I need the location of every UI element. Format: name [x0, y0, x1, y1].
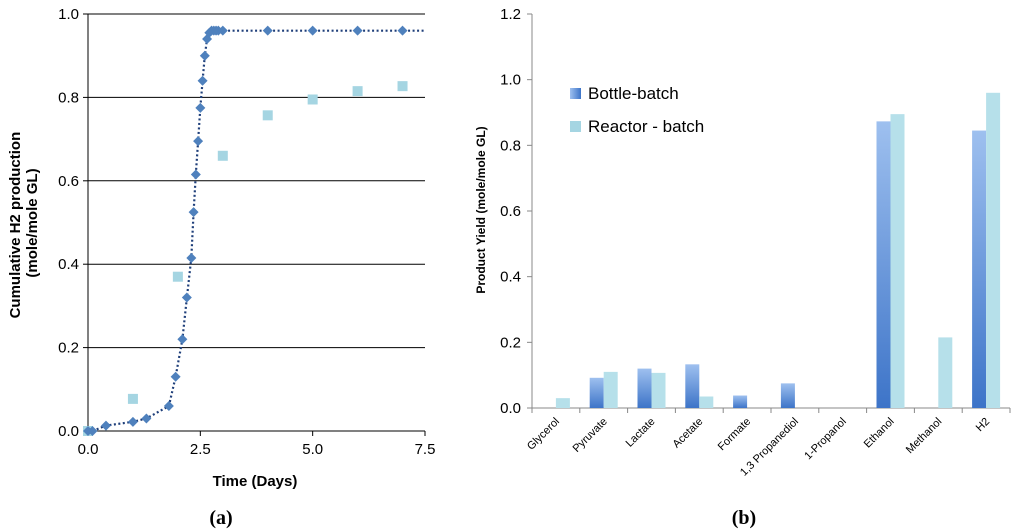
b-bar-reactor [890, 114, 905, 409]
b-category-label: Formate [716, 416, 753, 453]
a-series [83, 25, 408, 436]
b-bar-reactor [651, 372, 666, 408]
a-point-bottle [181, 292, 192, 303]
a-point-bottle [197, 75, 208, 86]
b-y-tick-label: 0.6 [500, 203, 521, 220]
b-category-label: Methanol [904, 416, 944, 456]
a-point-bottle [186, 252, 197, 263]
a-point-reactor [397, 81, 408, 92]
b-bar-reactor [938, 337, 953, 408]
a-axes [87, 14, 426, 436]
a-point-bottle [127, 416, 138, 427]
a-point-bottle [193, 136, 204, 147]
b-bar-reactor [986, 92, 1001, 409]
a-y-tick-label: 0.4 [58, 256, 79, 273]
a-point-bottle [352, 25, 363, 36]
b-bar-bottle [876, 121, 891, 409]
a-x-tick-label: 2.5 [190, 441, 211, 458]
b-category-label: Acetate [671, 416, 706, 451]
b-bar-bottle [637, 368, 652, 408]
chart-a: 0.0 0.2 0.4 0.6 0.8 1.0 0.0 2.5 5.0 7.5 Time (Da… [7, 6, 436, 529]
a-point-bottle [163, 400, 174, 411]
b-y-tick-label: 1.2 [500, 6, 521, 23]
a-point-reactor [217, 150, 228, 161]
b-category-label: Lactate [624, 416, 658, 450]
a-y-tick-label: 0.8 [58, 89, 79, 106]
b-y-axis-title: Product Yield (mole/mole GL) [474, 126, 488, 293]
a-point-bottle [190, 169, 201, 180]
b-category-label: Glycerol [525, 416, 562, 453]
a-point-bottle [195, 102, 206, 113]
a-point-bottle [170, 371, 181, 382]
a-point-reactor [127, 393, 138, 404]
b-y-tick-label: 0.0 [500, 400, 521, 417]
a-y-axis-title-line-1: Cumulative H2 production [7, 132, 24, 319]
b-category-label: Pyruvate [571, 416, 610, 455]
a-y-axis-title-line-2: (mole/mole GL) [24, 168, 41, 277]
a-point-reactor [172, 271, 183, 282]
a-x-tick-label: 5.0 [302, 441, 323, 458]
b-category-label: H2 [974, 416, 992, 434]
b-bar-reactor [555, 398, 570, 408]
b-y-tick-label: 0.2 [500, 334, 521, 351]
a-point-reactor [352, 86, 363, 97]
a-y-tick-labels: 0.0 0.2 0.4 0.6 0.8 1.0 [58, 6, 79, 440]
a-x-tick-label: 7.5 [415, 441, 436, 458]
a-y-tick-label: 0.0 [58, 423, 79, 440]
a-point-bottle [141, 413, 152, 424]
a-y-tick-label: 0.2 [58, 340, 79, 357]
b-legend-swatch [570, 121, 581, 132]
chart-b: 0.0 0.2 0.4 0.6 0.8 1.0 1.2 Glycerol Pyruvate La… [474, 6, 1011, 529]
b-bar-reactor [603, 371, 618, 408]
b-y-tick-labels: 0.0 0.2 0.4 0.6 0.8 1.0 1.2 [500, 6, 521, 417]
a-point-bottle [188, 207, 199, 218]
b-category-label: Ethanol [862, 416, 897, 451]
a-x-tick-label: 0.0 [78, 441, 99, 458]
b-bar-reactor [699, 396, 714, 408]
a-point-bottle [199, 50, 210, 61]
b-category-label: 1-Propanol [802, 416, 849, 463]
a-point-bottle [100, 420, 111, 431]
a-point-bottle [87, 426, 98, 436]
b-y-tick-label: 1.0 [500, 72, 521, 89]
a-y-axis-title: Cumulative H2 production (mole/mole GL) [7, 128, 41, 319]
a-point-bottle [217, 25, 228, 36]
b-bar-bottle [780, 383, 795, 408]
a-panel-label: (a) [209, 507, 232, 529]
a-point-bottle [397, 25, 408, 36]
b-y-tick-label: 0.8 [500, 137, 521, 154]
b-axes [527, 13, 1011, 413]
b-bar-bottle [972, 130, 987, 408]
b-bar-bottle [589, 377, 604, 408]
b-bar-bottle [733, 395, 748, 408]
a-y-tick-label: 0.6 [58, 173, 79, 190]
b-legend: Bottle-batch Reactor - batch [570, 84, 704, 136]
a-x-tick-labels: 0.0 2.5 5.0 7.5 [78, 441, 436, 458]
a-y-tick-label: 1.0 [58, 6, 79, 23]
a-point-bottle [177, 334, 188, 345]
a-point-bottle [262, 25, 273, 36]
a-point-bottle [307, 25, 318, 36]
a-point-reactor [307, 94, 318, 105]
b-category-labels: Glycerol Pyruvate Lactate Acetate Formate1,3… [525, 416, 992, 479]
b-legend-swatch [570, 88, 581, 99]
a-x-axis-title: Time (Days) [213, 473, 298, 490]
b-legend-label: Bottle-batch [588, 84, 679, 103]
a-trendline [88, 29, 425, 433]
b-bars [555, 92, 1001, 409]
b-y-tick-label: 0.4 [500, 269, 521, 286]
a-gridlines [83, 13, 425, 432]
b-bar-bottle [685, 364, 700, 408]
b-legend-label: Reactor - batch [588, 117, 704, 136]
b-panel-label: (b) [732, 507, 756, 529]
a-point-reactor [262, 110, 273, 121]
